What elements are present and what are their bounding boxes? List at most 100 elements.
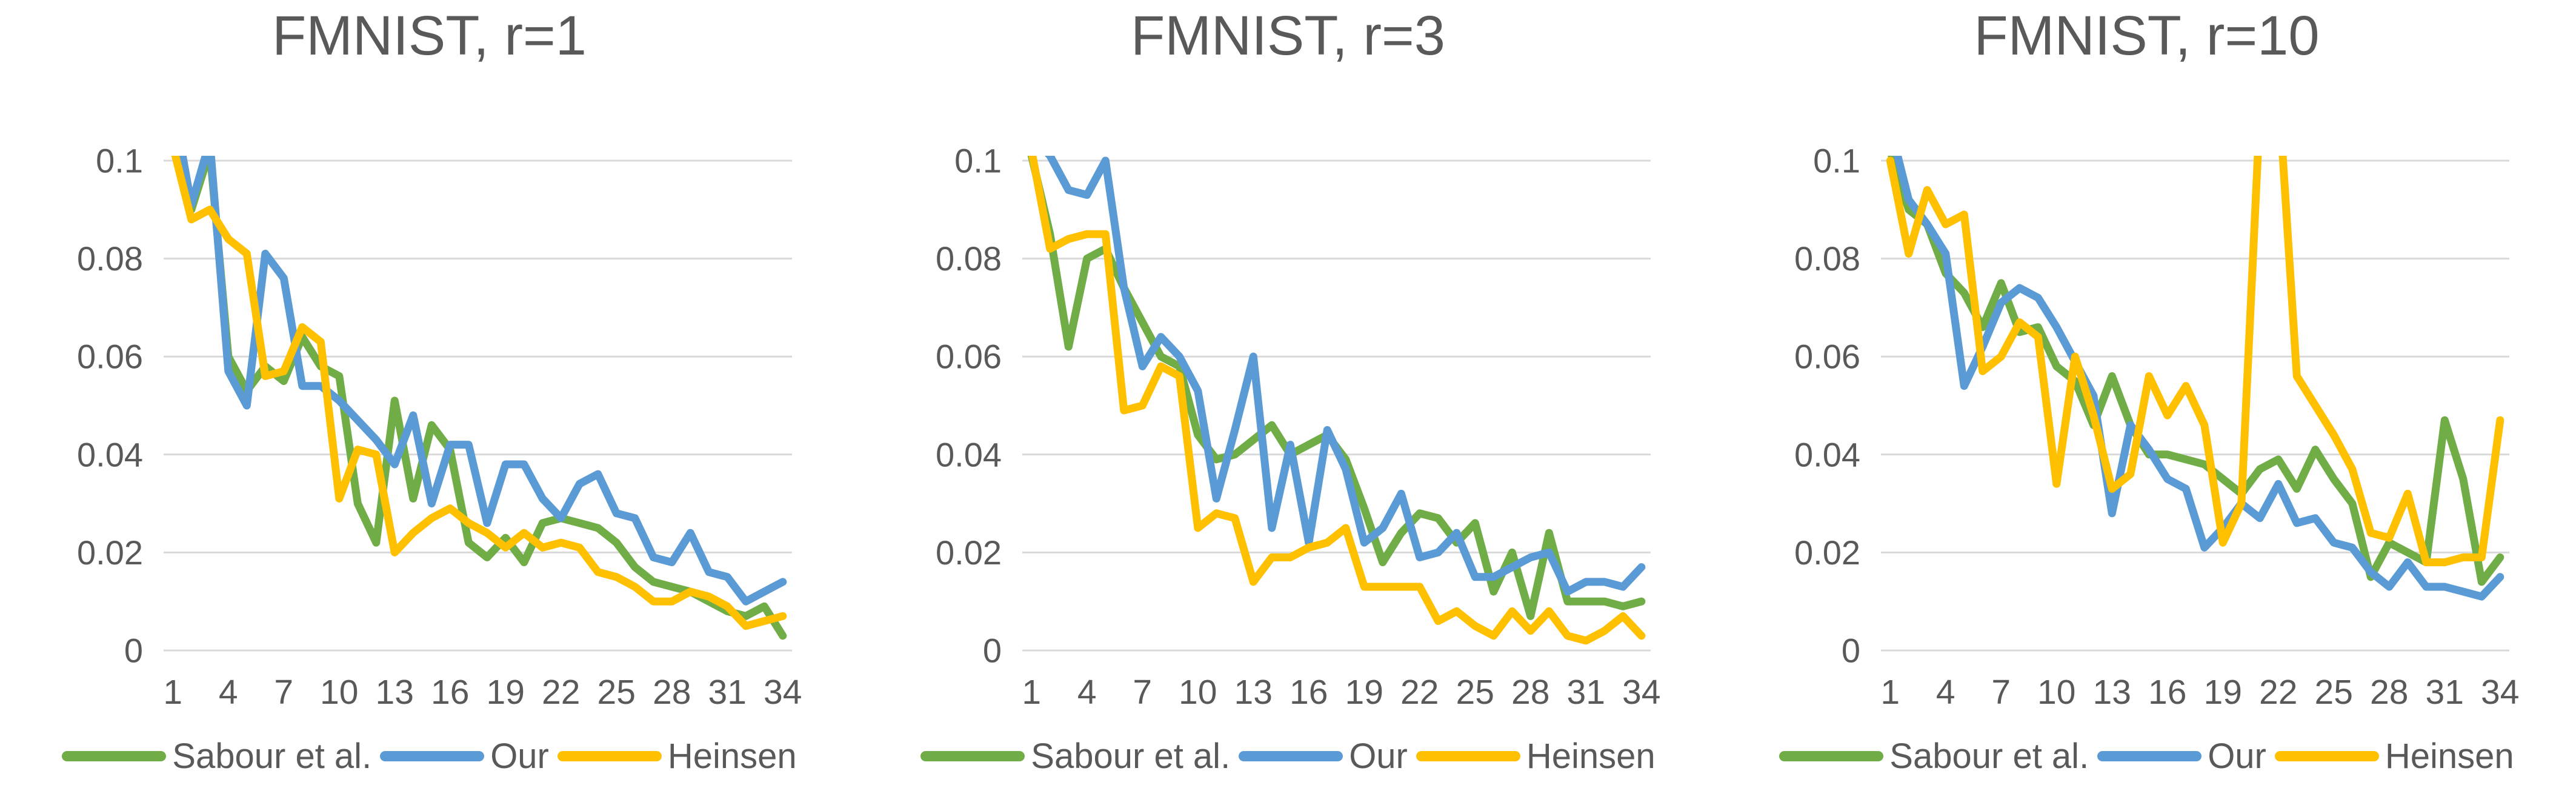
y-tick-label: 0.06 (1794, 338, 1860, 376)
plot-area-r10: 0.1 0.08 0.06 0.04 0.02 01 4 7 10 13 16 19 22 25 28 31 3… (1794, 142, 2519, 712)
legend-swatch-heinsen (1416, 751, 1520, 761)
legend-swatch-sabour (62, 751, 167, 761)
x-tick-label: 25 (2315, 673, 2353, 712)
y-tick-label: 0.04 (77, 435, 143, 473)
x-tick-label: 16 (431, 673, 469, 712)
x-tick-label: 4 (219, 673, 238, 712)
legend-label-heinsen: Heinsen (2385, 737, 2514, 776)
x-tick-label: 22 (2259, 673, 2297, 712)
y-tick-label: 0.06 (936, 338, 1002, 376)
series-line-our (1893, 156, 2504, 601)
legend-swatch-heinsen (2274, 751, 2379, 761)
x-tick-label: 16 (2148, 673, 2186, 712)
legend-item-sabour: Sabour et al. (1779, 736, 2089, 777)
y-tick-label: 0.04 (1794, 435, 1860, 473)
legend-item-our: Our (380, 736, 549, 777)
legend-swatch-heinsen (557, 751, 662, 761)
chart-title-r3: FMNIST, r=3 (1131, 5, 1445, 67)
y-tick-label: 0 (1842, 632, 1860, 670)
legend-item-heinsen: Heinsen (557, 736, 797, 777)
series-line-sabour-et-al (1888, 156, 2504, 586)
series-line-heinsen (1028, 156, 1646, 645)
x-tick-label: 7 (274, 673, 293, 712)
x-tick-label: 28 (2370, 673, 2408, 712)
series-line-our (1044, 156, 1646, 596)
x-tick-label: 10 (2037, 673, 2075, 712)
legend-label-sabour: Sabour et al. (1889, 737, 2089, 776)
y-tick-label: 0.1 (954, 142, 1002, 180)
legend-r1: Sabour et al. Our Heinsen (0, 736, 859, 777)
x-tick-label: 31 (2426, 673, 2464, 712)
legend-item-sabour: Sabour et al. (920, 736, 1230, 777)
legend-label-our: Our (1349, 737, 1408, 776)
y-tick-label: 0.02 (936, 533, 1002, 572)
chart-title-r10: FMNIST, r=10 (1974, 5, 2320, 67)
chart-fmnist-r1: FMNIST, r=1 0.1 0.08 0.06 0.04 0.02 0 1 4 7 10 13 1… (0, 0, 859, 785)
legend-item-sabour: Sabour et al. (62, 736, 371, 777)
x-tick-label: 16 (1290, 673, 1328, 712)
x-tick-label: 13 (1234, 673, 1273, 712)
legend-r10: Sabour et al. Our Heinsen (1717, 736, 2576, 777)
legend-r3: Sabour et al. Our Heinsen (859, 736, 1717, 777)
plot-area-r1: 0.1 0.08 0.06 0.04 0.02 01 4 7 10 13 16 19 22 25 28 31 3… (77, 142, 802, 712)
legend-item-heinsen: Heinsen (2274, 736, 2514, 777)
series-line-sabour-et-al (173, 156, 787, 640)
x-tick-label: 28 (653, 673, 691, 712)
x-tick-label: 7 (1133, 673, 1152, 712)
x-tick-label: 1 (1880, 673, 1900, 712)
legend-swatch-our (380, 751, 485, 761)
legend-swatch-sabour (920, 751, 1025, 761)
x-tick-label: 34 (1622, 673, 1660, 712)
legend-label-heinsen: Heinsen (667, 737, 797, 776)
x-tick-label: 4 (1077, 673, 1097, 712)
y-tick-label: 0.1 (96, 142, 143, 180)
legend-label-heinsen: Heinsen (1526, 737, 1656, 776)
x-tick-label: 7 (1991, 673, 2011, 712)
legend-label-sabour: Sabour et al. (1031, 737, 1231, 776)
legend-swatch-our (1239, 751, 1343, 761)
x-tick-label: 10 (1179, 673, 1217, 712)
x-tick-label: 4 (1936, 673, 1955, 712)
y-tick-label: 0.1 (1813, 142, 1860, 180)
x-tick-label: 1 (163, 673, 182, 712)
y-tick-label: 0.06 (77, 338, 143, 376)
x-tick-label: 25 (597, 673, 636, 712)
x-tick-label: 10 (320, 673, 358, 712)
legend-swatch-sabour (1779, 751, 1884, 761)
series-line-heinsen (171, 156, 787, 630)
legend-swatch-our (2097, 751, 2202, 761)
x-tick-label: 13 (376, 673, 414, 712)
x-tick-label: 25 (1456, 673, 1494, 712)
x-tick-label: 19 (487, 673, 525, 712)
legend-item-our: Our (1239, 736, 1408, 777)
legend-label-our: Our (490, 737, 549, 776)
y-tick-label: 0.08 (936, 239, 1002, 278)
y-tick-label: 0.04 (936, 435, 1002, 473)
x-tick-label: 19 (2204, 673, 2242, 712)
series-line-our (178, 156, 787, 606)
x-tick-label: 22 (1400, 673, 1439, 712)
x-tick-label: 1 (1022, 673, 1041, 712)
chart-title-r1: FMNIST, r=1 (272, 5, 587, 67)
x-tick-label: 34 (764, 673, 802, 712)
legend-item-our: Our (2097, 736, 2266, 777)
y-tick-label: 0 (983, 632, 1002, 670)
legend-item-heinsen: Heinsen (1416, 736, 1656, 777)
plot-area-r3: 0.1 0.08 0.06 0.04 0.02 01 4 7 10 13 16 19 22 25 28 31 3… (936, 142, 1660, 712)
y-tick-label: 0.08 (77, 239, 143, 278)
y-tick-label: 0.08 (1794, 239, 1860, 278)
y-tick-label: 0.02 (1794, 533, 1860, 572)
x-tick-label: 28 (1511, 673, 1549, 712)
x-tick-label: 19 (1345, 673, 1383, 712)
x-tick-label: 13 (2093, 673, 2131, 712)
legend-label-sabour: Sabour et al. (172, 737, 372, 776)
x-tick-label: 31 (1567, 673, 1605, 712)
y-tick-label: 0 (124, 632, 143, 670)
y-tick-label: 0.02 (77, 533, 143, 572)
x-tick-label: 22 (542, 673, 580, 712)
chart-fmnist-r3: FMNIST, r=3 0.1 0.08 0.06 0.04 0.02 0 1 4 7 10 13 1… (859, 0, 1717, 785)
chart-fmnist-r10: FMNIST, r=10 0.1 0.08 0.06 0.04 0.02 0 1 4 7 10 13… (1717, 0, 2576, 785)
legend-label-our: Our (2208, 737, 2266, 776)
series-line-heinsen (1886, 156, 2504, 567)
